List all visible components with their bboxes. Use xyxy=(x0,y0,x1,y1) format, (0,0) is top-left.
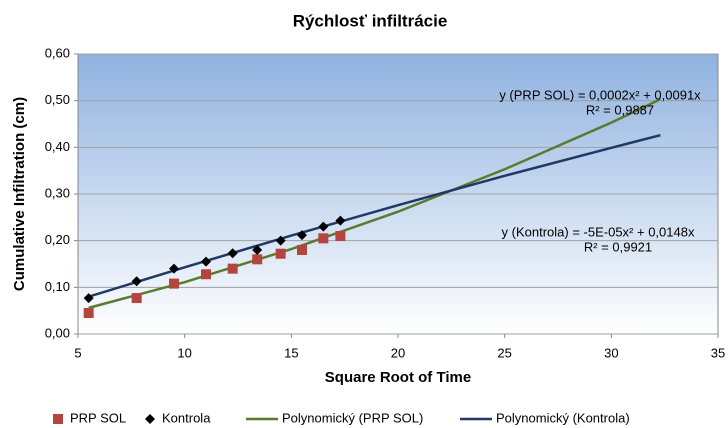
y-tick-label: 0,00 xyxy=(45,325,70,340)
trend-line xyxy=(88,133,661,298)
x-tick-label: 30 xyxy=(604,345,618,360)
x-tick-label: 5 xyxy=(74,345,81,360)
y-tick-label: 0,30 xyxy=(45,185,70,200)
y-tick-label: 0,10 xyxy=(45,279,70,294)
legend-marker xyxy=(145,414,155,424)
legend-marker xyxy=(53,414,63,424)
data-point xyxy=(318,233,329,244)
trend-line xyxy=(88,98,661,310)
legend-label: Polynomický (PRP SOL) xyxy=(282,410,423,425)
x-tick-label: 10 xyxy=(177,345,191,360)
data-point xyxy=(252,254,263,265)
chart-title: Rýchlosť infiltrácie xyxy=(293,11,448,30)
data-point xyxy=(83,293,94,304)
trend-equation: y (PRP SOL) = 0,0002x² + 0,0091x xyxy=(499,87,701,102)
data-point xyxy=(275,248,286,259)
y-tick-label: 0,20 xyxy=(45,232,70,247)
legend-label: Kontrola xyxy=(162,410,211,425)
data-point xyxy=(335,231,346,241)
data-point xyxy=(227,263,238,274)
data-point xyxy=(252,245,263,255)
y-tick-label: 0,40 xyxy=(45,139,70,154)
data-point xyxy=(169,263,179,274)
data-point xyxy=(297,245,307,255)
data-point xyxy=(227,248,238,259)
data-point xyxy=(201,269,211,280)
x-axis-label: Square Root of Time xyxy=(325,369,471,386)
data-point xyxy=(169,278,179,289)
data-point xyxy=(318,221,329,232)
trend-equation: R² = 0,9921 xyxy=(584,239,652,254)
x-tick-label: 25 xyxy=(497,345,511,360)
legend-label: PRP SOL xyxy=(70,410,126,425)
y-tick-label: 0,60 xyxy=(45,45,70,60)
x-tick-label: 20 xyxy=(391,345,405,360)
data-point xyxy=(297,230,307,241)
data-point xyxy=(275,235,286,246)
trend-equation: y (Kontrola) = -5E-05x² + 0,0148x xyxy=(502,224,695,239)
data-point xyxy=(131,276,142,287)
x-tick-label: 35 xyxy=(711,345,725,360)
data-point xyxy=(335,215,346,226)
legend-label: Polynomický (Kontrola) xyxy=(496,410,630,425)
y-axis-label: Cumulative Infiltration (cm) xyxy=(11,97,28,291)
data-point xyxy=(131,293,142,304)
trend-equation: R² = 0,9887 xyxy=(586,102,654,117)
x-tick-label: 15 xyxy=(284,345,298,360)
data-point xyxy=(201,256,211,267)
data-point xyxy=(83,308,94,318)
y-tick-label: 0,50 xyxy=(45,92,70,107)
